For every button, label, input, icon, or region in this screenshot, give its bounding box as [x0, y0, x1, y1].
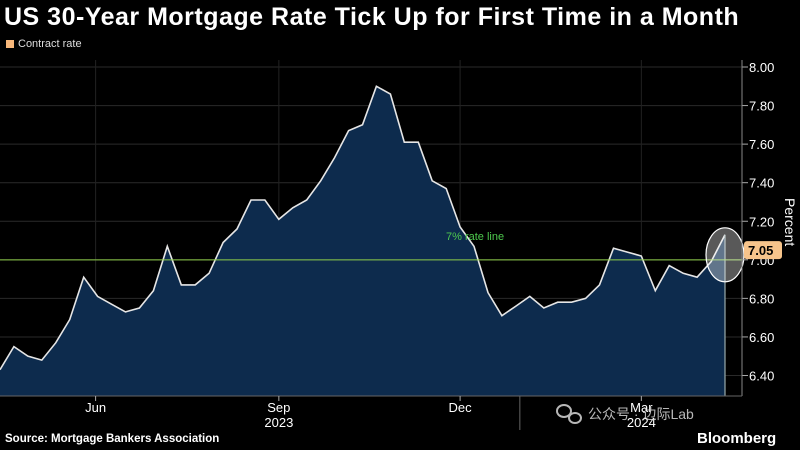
legend-swatch	[6, 40, 14, 48]
xtick-label: Sep	[267, 400, 290, 415]
xtick-label: Dec	[449, 400, 473, 415]
ytick-label: 6.40	[749, 369, 774, 384]
ytick-label: 7.60	[749, 137, 774, 152]
y-axis: 6.406.606.807.007.207.407.607.808.00	[741, 60, 774, 396]
threshold-label: 7% rate line	[446, 231, 504, 243]
contract-rate-line	[0, 85, 726, 371]
ytick-label: 8.00	[749, 60, 774, 75]
chart-title: US 30-Year Mortgage Rate Tick Up for Fir…	[4, 3, 740, 31]
watermark: 公众号 · 边际Lab	[556, 403, 694, 425]
ytick-label: 6.60	[749, 330, 774, 345]
watermark-text: 公众号 · 边际Lab	[588, 406, 694, 422]
ytick-label: 7.40	[749, 176, 774, 191]
ytick-label: 7.80	[749, 99, 774, 114]
last-value-label: 7.05	[748, 243, 773, 258]
wechat-icon	[556, 403, 582, 425]
legend-label: Contract rate	[18, 38, 82, 50]
xtick-label: Mar	[630, 400, 653, 415]
contract-rate-area	[0, 86, 725, 397]
last-value-badge: 7.05	[744, 241, 782, 260]
legend: Contract rate	[6, 38, 82, 50]
year-label: 2024	[627, 415, 656, 430]
ytick-label: 7.20	[749, 214, 774, 229]
source-note: Source: Mortgage Bankers Association	[5, 433, 220, 445]
y-axis-label: Percent	[782, 198, 798, 246]
bloomberg-logo: Bloomberg	[697, 430, 777, 447]
x-axis: Jun Sep Dec Mar 2023 2024	[0, 395, 742, 430]
xtick-label: Jun	[85, 400, 106, 415]
highlight-circle	[705, 227, 745, 283]
ytick-label: 6.80	[749, 291, 774, 306]
year-label: 2023	[264, 415, 293, 430]
